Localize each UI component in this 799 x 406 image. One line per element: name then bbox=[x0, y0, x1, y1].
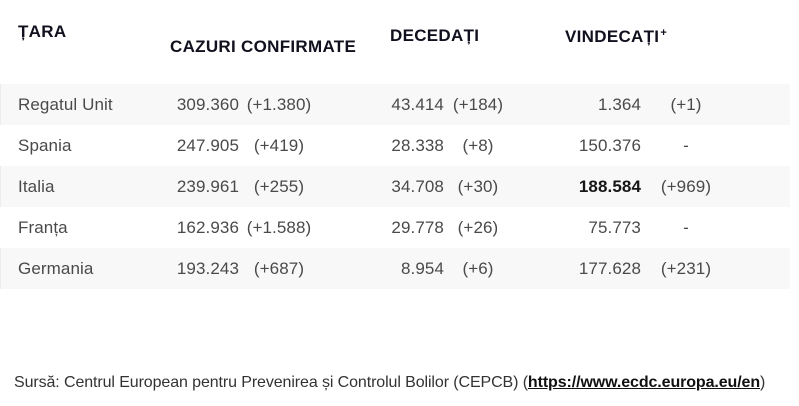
cell-cases: 309.360 bbox=[176, 94, 239, 114]
cell-country: Regatul Unit bbox=[18, 94, 113, 114]
source-note: Sursă: Centrul European pentru Prevenire… bbox=[0, 374, 799, 392]
cell-recovered: 177.628 bbox=[578, 258, 641, 278]
header-recovered: VINDECAȚI+ bbox=[565, 27, 667, 47]
cell-cases: 162.936 bbox=[176, 217, 239, 237]
cell-recovered: 1.364 bbox=[597, 94, 641, 114]
cell-deaths-delta: (+30) bbox=[457, 176, 499, 196]
cell-cases: 193.243 bbox=[176, 258, 239, 278]
cell-deaths: 28.338 bbox=[391, 135, 444, 155]
source-text-close: ) bbox=[760, 374, 766, 391]
cell-recovered: 188.584 bbox=[578, 176, 641, 196]
header-confirmed-cases: CAZURI CONFIRMATE bbox=[170, 37, 357, 56]
cell-recovered-delta: (+231) bbox=[660, 258, 712, 278]
cell-cases-delta: (+1.588) bbox=[246, 217, 312, 237]
table-body: Regatul Unit 309.360 (+1.380) 43.414 (+184) 1… bbox=[0, 84, 790, 289]
cell-deaths: 29.778 bbox=[391, 217, 444, 237]
cell-cases: 239.961 bbox=[176, 176, 239, 196]
table-row: Italia 239.961 (+255) 34.708 (+30) 188.584 (+9… bbox=[0, 166, 790, 207]
cell-deaths-delta: (+8) bbox=[462, 135, 494, 155]
cell-country: Italia bbox=[18, 176, 55, 196]
cell-deaths-delta: (+6) bbox=[462, 258, 494, 278]
cell-recovered-delta: (+969) bbox=[660, 176, 712, 196]
cell-deaths: 8.954 bbox=[400, 258, 444, 278]
cell-cases-delta: (+419) bbox=[253, 135, 305, 155]
table-row: Franța 162.936 (+1.588) 29.778 (+26) 75.773 - bbox=[0, 207, 790, 248]
cell-recovered-delta: - bbox=[683, 217, 689, 237]
cell-cases-delta: (+687) bbox=[253, 258, 305, 278]
cell-recovered: 150.376 bbox=[578, 135, 641, 155]
cell-recovered-delta: - bbox=[683, 135, 689, 155]
covid-stats-table: ȚARA CAZURI CONFIRMATE DECEDAȚI VINDECAȚ… bbox=[0, 0, 799, 392]
cell-country: Germania bbox=[18, 258, 94, 278]
source-text: Sursă: Centrul European pentru Prevenire… bbox=[14, 374, 528, 391]
cell-deaths: 34.708 bbox=[391, 176, 444, 196]
cell-cases: 247.905 bbox=[176, 135, 239, 155]
cell-deaths-delta: (+26) bbox=[457, 217, 499, 237]
source-link[interactable]: https://www.ecdc.europa.eu/en bbox=[527, 374, 761, 391]
table-row: Germania 193.243 (+687) 8.954 (+6) 177.628 (+2… bbox=[0, 248, 790, 289]
cell-cases-delta: (+255) bbox=[253, 176, 305, 196]
header-country: ȚARA bbox=[18, 22, 67, 41]
table-header: ȚARA CAZURI CONFIRMATE DECEDAȚI VINDECAȚ… bbox=[0, 0, 799, 84]
table-row: Spania 247.905 (+419) 28.338 (+8) 150.376 - bbox=[0, 125, 790, 166]
header-deaths: DECEDAȚI bbox=[390, 26, 480, 45]
cell-deaths-delta: (+184) bbox=[452, 94, 504, 114]
cell-deaths: 43.414 bbox=[391, 94, 444, 114]
cell-country: Spania bbox=[18, 135, 72, 155]
recovered-footnote-mark: + bbox=[660, 27, 668, 39]
cell-recovered: 75.773 bbox=[588, 217, 641, 237]
cell-country: Franța bbox=[18, 217, 68, 237]
cell-cases-delta: (+1.380) bbox=[246, 94, 312, 114]
cell-recovered-delta: (+1) bbox=[670, 94, 702, 114]
table-row: Regatul Unit 309.360 (+1.380) 43.414 (+184) 1… bbox=[0, 84, 790, 125]
header-recovered-label: VINDECAȚI bbox=[565, 27, 660, 46]
